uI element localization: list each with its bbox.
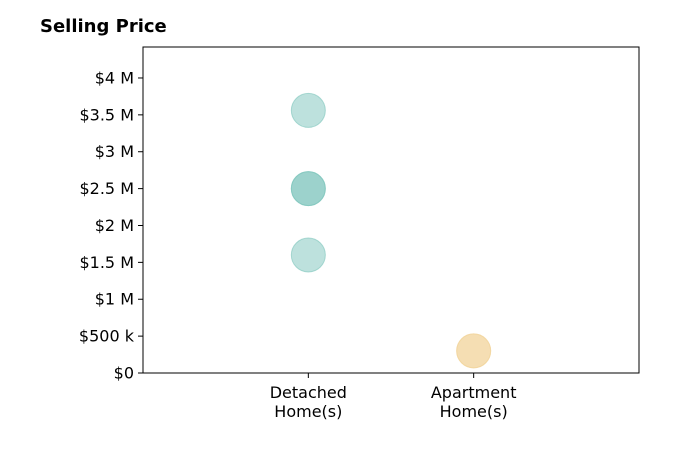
chart-title: Selling Price (40, 16, 167, 37)
y-tick-label: $500 k (79, 327, 135, 346)
y-tick-label: $4 M (95, 68, 134, 87)
x-tick-label: Apartment (431, 383, 517, 402)
data-point (290, 237, 326, 273)
y-tick-label: $2.5 M (79, 179, 134, 198)
y-tick-label: $1.5 M (79, 253, 134, 272)
x-tick-label: Home(s) (274, 402, 342, 421)
data-point (290, 92, 326, 128)
x-tick-label: Home(s) (440, 402, 508, 421)
plot-frame (142, 46, 640, 374)
y-tick-label: $3 M (95, 142, 134, 161)
x-tick-label: Detached (270, 383, 347, 402)
data-point (456, 333, 492, 369)
y-tick-label: $1 M (95, 290, 134, 309)
y-tick-label: $3.5 M (79, 105, 134, 124)
y-tick-label: $0 (114, 364, 134, 383)
data-point (290, 171, 326, 207)
y-tick-label: $2 M (95, 216, 134, 235)
